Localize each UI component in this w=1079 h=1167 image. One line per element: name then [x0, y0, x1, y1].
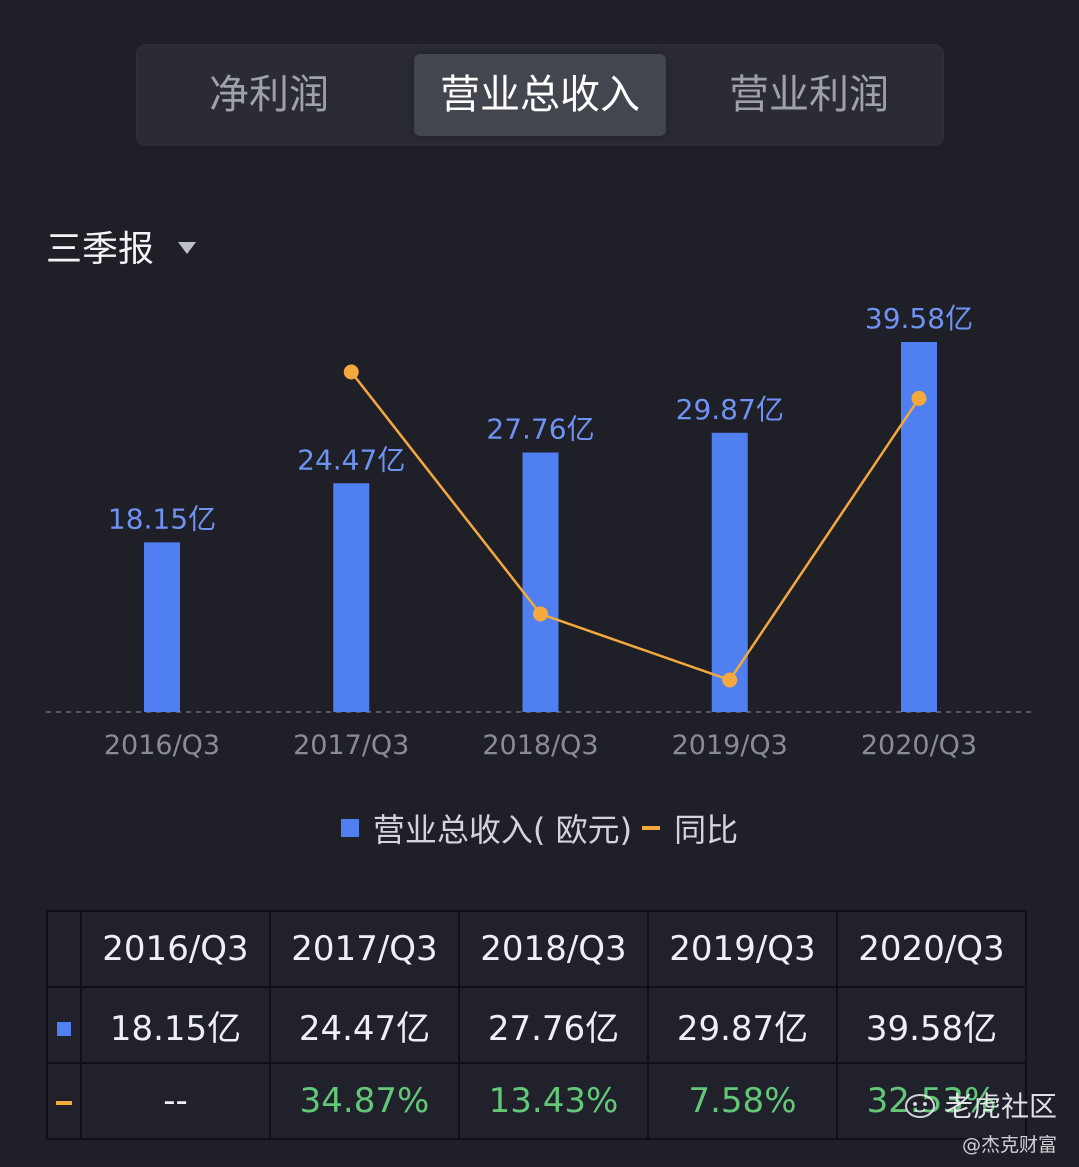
bar-revenue	[333, 483, 370, 712]
bar-revenue	[522, 452, 559, 712]
table-row-revenue: 18.15亿 24.47亿 27.76亿 29.87亿 39.58亿	[46, 986, 1027, 1064]
x-tick-label: 2017/Q3	[293, 730, 409, 761]
table-header-cell: 2018/Q3	[458, 910, 649, 988]
table-cell: --	[80, 1062, 271, 1140]
metric-tabs: 净利润 营业总收入 营业利润	[136, 44, 944, 146]
legend-line-swatch-icon	[642, 826, 661, 830]
table-header-cell: 2019/Q3	[647, 910, 838, 988]
line-dash-icon	[56, 1100, 72, 1105]
caret-down-icon	[178, 242, 197, 254]
chart-legend: 营业总收入( 欧元) 同比	[0, 805, 1079, 851]
table-cell: 39.58亿	[836, 986, 1027, 1064]
bar-data-label: 29.87亿	[676, 393, 784, 426]
table-cell: 24.47亿	[269, 986, 460, 1064]
bar-square-icon	[57, 1022, 71, 1036]
yoy-point	[911, 390, 927, 406]
table-cell: 13.43%	[458, 1062, 649, 1140]
tiger-logo-icon	[904, 1094, 935, 1118]
x-tick-label: 2016/Q3	[104, 730, 220, 761]
table-row-revenue-marker	[46, 986, 82, 1064]
yoy-point	[343, 364, 359, 380]
legend-revenue-label: 营业总收入( 欧元)	[372, 811, 633, 849]
bar-revenue	[144, 542, 180, 712]
tab-operating-profit[interactable]: 营业利润	[729, 72, 889, 118]
revenue-chart: 18.15亿 2016/Q3 24.47亿 2017/Q3 27.76亿 2018/Q3 2…	[46, 302, 1034, 761]
legend-bar-swatch-icon	[340, 819, 359, 837]
period-dropdown[interactable]: 三季报	[46, 216, 197, 276]
yoy-line	[350, 371, 921, 682]
table-corner-cell	[46, 910, 82, 988]
tab-net-profit[interactable]: 净利润	[209, 72, 329, 118]
table-cell: 18.15亿	[80, 986, 271, 1064]
x-tick-label: 2018/Q3	[482, 730, 598, 761]
bar-data-label: 39.58亿	[865, 302, 973, 335]
bar-data-label: 24.47亿	[297, 443, 405, 476]
bar-revenue	[711, 432, 748, 712]
tab-total-revenue[interactable]: 营业总收入	[414, 54, 666, 136]
yoy-point	[722, 672, 738, 688]
watermark-main-text: 老虎社区	[944, 1090, 1057, 1123]
x-tick-label: 2020/Q3	[861, 730, 977, 761]
yoy-point	[533, 606, 548, 622]
table-header-cell: 2016/Q3	[80, 910, 271, 988]
table-header-row: 2016/Q3 2017/Q3 2018/Q3 2019/Q3 2020/Q3	[46, 910, 1027, 988]
table-cell: 29.87亿	[647, 986, 838, 1064]
bar-data-label: 27.76亿	[486, 412, 594, 445]
table-header-cell: 2020/Q3	[836, 910, 1027, 988]
watermark-sub-text: @杰克财富	[961, 1134, 1057, 1156]
table-cell: 27.76亿	[458, 986, 649, 1064]
legend-item-yoy[interactable]: 同比	[642, 805, 738, 851]
table-row-yoy-marker	[46, 1062, 82, 1140]
watermark: 老虎社区	[903, 1085, 1057, 1125]
x-tick-label: 2019/Q3	[672, 730, 788, 761]
table-cell: 34.87%	[269, 1062, 460, 1140]
period-label: 三季报	[46, 229, 155, 270]
legend-item-revenue[interactable]: 营业总收入( 欧元)	[340, 805, 633, 851]
legend-yoy-label: 同比	[674, 811, 739, 849]
data-table: 2016/Q3 2017/Q3 2018/Q3 2019/Q3 2020/Q3 …	[46, 910, 1027, 1140]
table-cell: 7.58%	[647, 1062, 838, 1140]
table-header-cell: 2017/Q3	[269, 910, 460, 988]
table-row-yoy: -- 34.87% 13.43% 7.58% 32.53%	[46, 1062, 1027, 1140]
bar-data-label: 18.15亿	[108, 502, 216, 535]
